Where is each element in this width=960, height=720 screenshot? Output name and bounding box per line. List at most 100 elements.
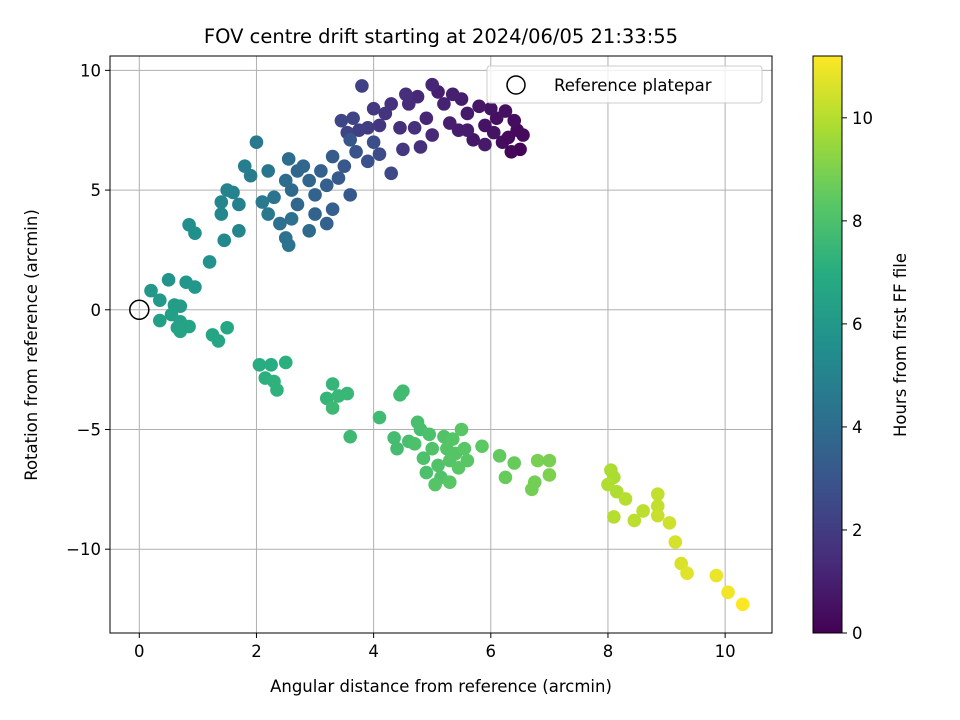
data-point	[349, 144, 363, 159]
data-point	[680, 566, 694, 580]
data-point	[214, 207, 229, 221]
data-point	[530, 453, 545, 468]
data-point	[472, 99, 486, 114]
data-point	[314, 164, 328, 178]
data-point	[152, 293, 167, 308]
data-point	[261, 164, 275, 178]
legend-label-reference: Reference platepar	[554, 76, 712, 95]
data-point	[252, 358, 267, 372]
data-point	[232, 197, 246, 212]
data-point	[527, 475, 542, 489]
colorbar-gradient	[812, 55, 843, 634]
chart-title: FOV centre drift starting at 2024/06/05 …	[204, 25, 678, 48]
y-axis-ticks: −10 −5 0 5 10	[66, 61, 110, 559]
data-point	[372, 147, 387, 161]
legend-marker-reference	[506, 75, 526, 95]
y-tick-label: −5	[77, 420, 101, 439]
data-point	[407, 437, 422, 451]
data-point	[290, 197, 305, 212]
data-point	[264, 358, 278, 372]
x-tick-label: 2	[251, 642, 262, 661]
data-point	[486, 125, 501, 140]
data-point	[278, 173, 293, 188]
data-point	[425, 441, 440, 456]
data-point	[662, 516, 677, 530]
data-point	[325, 149, 340, 164]
data-point	[308, 188, 322, 202]
data-point	[273, 216, 287, 231]
data-point	[501, 130, 516, 145]
data-point	[214, 195, 229, 209]
y-tick-label: 0	[91, 301, 102, 320]
data-point	[460, 106, 475, 121]
data-point	[290, 164, 305, 178]
data-point	[425, 128, 440, 142]
data-point	[442, 475, 457, 489]
x-tick-label: 4	[368, 642, 379, 661]
data-point	[366, 101, 381, 116]
data-point	[457, 441, 472, 456]
data-point	[419, 111, 434, 126]
data-point	[188, 280, 202, 294]
colorbar-tick-label: 4	[852, 418, 863, 437]
data-point	[331, 171, 346, 185]
data-point	[211, 334, 226, 348]
data-point	[284, 212, 299, 226]
data-point	[237, 159, 252, 173]
data-point	[636, 504, 650, 518]
data-point	[507, 113, 522, 128]
data-point	[607, 510, 621, 524]
data-point	[460, 123, 475, 138]
data-point	[302, 223, 316, 238]
y-tick-label: 5	[91, 181, 102, 200]
y-axis-label: Rotation from reference (arcmin)	[22, 209, 41, 481]
data-point	[366, 135, 381, 149]
colorbar-tick-label: 0	[852, 624, 863, 643]
data-point	[325, 202, 340, 217]
data-point	[372, 118, 387, 133]
data-point	[437, 97, 451, 111]
data-point	[627, 513, 642, 528]
x-tick-label: 10	[715, 642, 736, 661]
data-point	[337, 159, 352, 173]
data-point	[319, 216, 334, 231]
data-point	[445, 87, 460, 102]
data-point	[188, 226, 202, 240]
data-point	[425, 77, 440, 92]
data-point	[302, 173, 316, 188]
data-point	[261, 207, 275, 221]
plot-area-frame	[109, 55, 773, 634]
colorbar-tick-label: 8	[852, 212, 863, 231]
legend: Reference platepar	[486, 65, 763, 104]
data-point	[319, 178, 334, 193]
data-point	[735, 597, 750, 612]
y-tick-label: −10	[66, 540, 101, 559]
data-point	[152, 313, 167, 328]
data-point	[428, 477, 442, 492]
colorbar: 0 2 4 6 8 10 Hours from first FF file	[812, 55, 910, 643]
data-point	[492, 449, 507, 463]
colorbar-ticks: 0 2 4 6 8 10	[842, 109, 873, 643]
data-point	[407, 121, 422, 135]
colorbar-label: Hours from first FF file	[891, 253, 910, 437]
data-point	[650, 499, 665, 513]
data-point	[270, 383, 284, 397]
data-point	[249, 135, 264, 149]
data-point	[390, 441, 404, 456]
data-point	[454, 422, 469, 437]
data-point	[387, 431, 401, 445]
x-axis-label: Angular distance from reference (arcmin)	[270, 677, 612, 696]
data-point	[173, 299, 188, 313]
data-point	[343, 188, 357, 202]
data-point	[173, 324, 188, 339]
data-point	[393, 387, 407, 402]
data-point	[483, 101, 498, 116]
data-point	[650, 508, 665, 523]
data-point	[668, 535, 683, 549]
x-tick-label: 6	[486, 642, 497, 661]
data-point	[255, 195, 270, 209]
data-points	[144, 77, 750, 612]
data-point	[475, 439, 489, 454]
data-point	[478, 137, 492, 152]
